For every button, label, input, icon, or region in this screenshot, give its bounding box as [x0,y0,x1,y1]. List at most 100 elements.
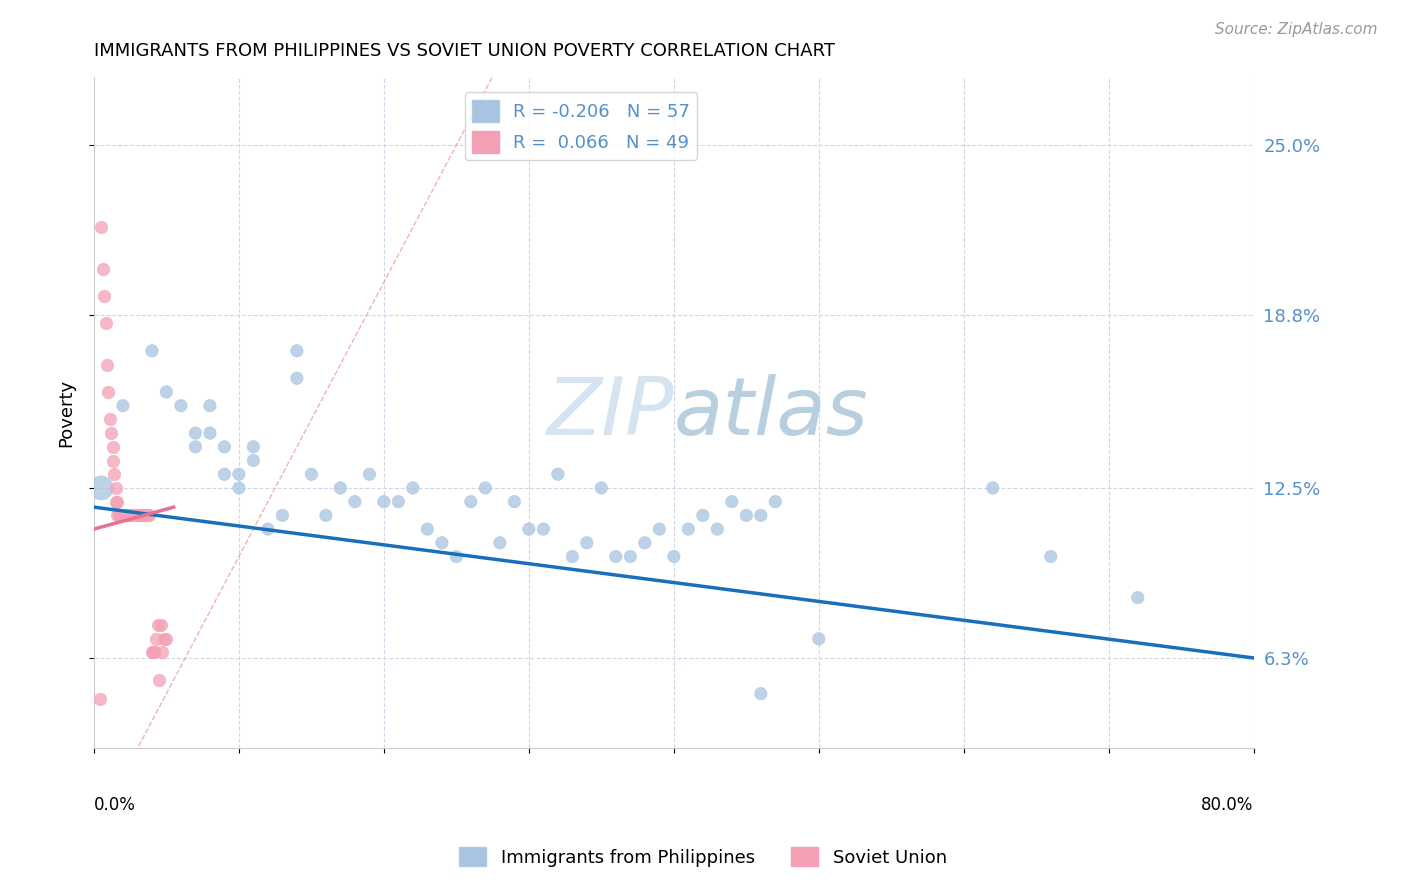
Point [285,371,308,385]
Point [112,508,135,523]
Point [100,426,122,441]
Point [184,440,207,454]
Point [242,453,264,467]
Point [387,494,409,508]
Point [103,467,125,482]
Point [110,508,132,523]
Text: ZIP: ZIP [547,374,673,451]
Point [735,508,758,523]
Point [105,494,128,508]
Point [104,481,127,495]
Point [489,536,512,550]
Point [111,508,134,523]
Point [359,467,381,482]
Point [91,261,114,276]
Point [561,549,583,564]
Point [143,645,166,659]
Point [155,384,177,399]
Text: Source: ZipAtlas.com: Source: ZipAtlas.com [1215,22,1378,37]
Point [692,508,714,523]
Point [416,522,439,536]
Point [1039,549,1062,564]
Point [720,494,742,508]
Point [105,508,128,523]
Point [503,494,526,508]
Point [257,522,280,536]
Point [706,522,728,536]
Point [299,467,322,482]
Point [474,481,496,495]
Text: 0.0%: 0.0% [94,796,136,814]
Point [547,467,569,482]
Point [678,522,700,536]
Point [138,508,160,523]
Point [114,508,136,523]
Point [94,317,117,331]
Point [531,522,554,536]
Point [141,645,163,659]
Point [605,549,627,564]
Point [981,481,1004,495]
Point [104,494,127,508]
Point [135,508,157,523]
Point [749,508,772,523]
Point [96,358,118,372]
Point [152,632,174,646]
Point [145,632,167,646]
Point [285,343,308,358]
Point [214,467,236,482]
Point [198,399,221,413]
Point [131,508,153,523]
Point [214,440,236,454]
Point [446,549,468,564]
Point [373,494,395,508]
Text: atlas: atlas [673,374,869,451]
Point [1126,591,1149,605]
Point [90,481,112,495]
Point [648,522,671,536]
Point [101,453,124,467]
Point [118,508,141,523]
Point [148,673,170,687]
Point [136,508,159,523]
Point [107,508,129,523]
Point [146,618,169,632]
Legend: Immigrants from Philippines, Soviet Union: Immigrants from Philippines, Soviet Unio… [453,840,953,874]
Point [749,687,772,701]
Point [101,440,124,454]
Point [343,494,366,508]
Text: IMMIGRANTS FROM PHILIPPINES VS SOVIET UNION POVERTY CORRELATION CHART: IMMIGRANTS FROM PHILIPPINES VS SOVIET UN… [94,42,835,60]
Point [129,508,152,523]
Point [591,481,613,495]
Point [155,632,177,646]
Point [198,426,221,441]
Point [120,508,142,523]
Point [98,412,121,426]
Point [120,508,142,523]
Point [97,384,120,399]
Y-axis label: Poverty: Poverty [58,378,75,447]
Legend: R = -0.206   N = 57, R =  0.066   N = 49: R = -0.206 N = 57, R = 0.066 N = 49 [464,93,697,160]
Point [125,508,148,523]
Point [430,536,453,550]
Point [128,508,150,523]
Point [127,508,149,523]
Point [142,645,165,659]
Point [228,467,250,482]
Point [124,508,146,523]
Point [460,494,482,508]
Point [150,645,173,659]
Point [134,508,156,523]
Point [111,399,134,413]
Point [141,343,163,358]
Point [121,508,143,523]
Point [315,508,337,523]
Point [517,522,540,536]
Point [89,692,111,706]
Point [763,494,786,508]
Point [149,618,172,632]
Point [117,508,139,523]
Point [132,508,155,523]
Point [271,508,294,523]
Point [662,549,685,564]
